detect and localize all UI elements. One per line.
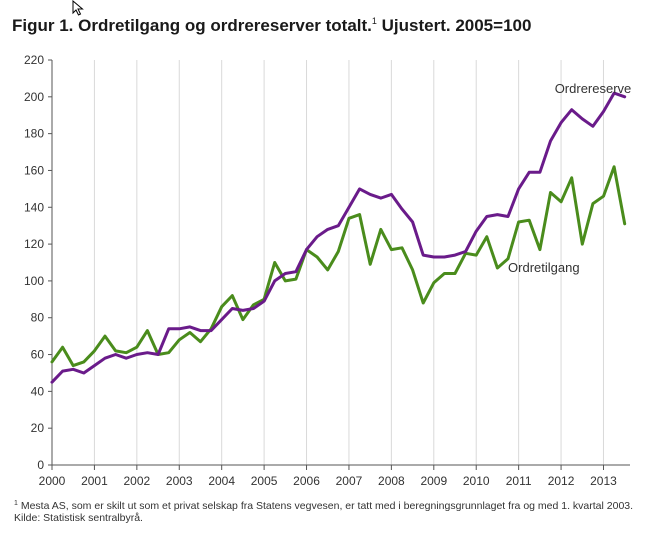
x-tick-label: 2010 [463,474,490,488]
y-tick-label: 120 [24,237,44,251]
series-label-ordretilgang: Ordretilgang [508,260,580,275]
series-label-ordrereserve: Ordrereserve [555,81,632,96]
y-tick-label: 200 [24,90,44,104]
y-tick-label: 20 [31,421,45,435]
x-tick-label: 2001 [81,474,108,488]
y-tick-label: 40 [31,384,45,398]
y-tick-label: 80 [31,311,45,325]
chart-axes [48,59,630,470]
x-tick-label: 2012 [548,474,575,488]
x-tick-label: 2011 [506,474,532,488]
y-tick-label: 180 [24,127,44,141]
series-line-ordrereserve [50,91,627,384]
x-tick-label: 2004 [208,474,235,488]
x-tick-label: 2005 [251,474,278,488]
x-tick-label: 2007 [336,474,363,488]
y-tick-label: 0 [37,458,44,472]
footnote-text: 1 Mesta AS, som er skilt ut som et priva… [14,498,644,512]
x-tick-label: 2013 [590,474,617,488]
x-tick-label: 2000 [39,474,66,488]
line-chart: 2000 2001 2002 2003 2004 2005 2006 2007 2008 2009… [24,53,631,488]
y-tick-label: 220 [24,53,44,67]
chart-grid [93,60,604,465]
y-tick-label: 100 [24,274,44,288]
footnote-body: Mesta AS, som er skilt ut som et privat … [17,500,634,512]
footnote-block: 1 Mesta AS, som er skilt ut som et priva… [14,498,644,524]
chart-labels: 2000 2001 2002 2003 2004 2005 2006 2007 2008 2009… [24,53,631,488]
y-tick-label: 140 [24,200,44,214]
y-tick-label: 60 [31,348,45,362]
series-line-ordretilgang [50,165,627,368]
footnote-marker: 1 [14,500,18,507]
title-rest: Ujustert. 2005=100 [376,16,532,35]
x-tick-label: 2009 [420,474,447,488]
x-tick-label: 2008 [378,474,405,488]
title-main: Figur 1. Ordretilgang og ordrereserver t… [12,16,372,35]
mouse-pointer-icon [72,0,84,16]
title-footnote-marker: 1 [371,16,377,26]
y-tick-label: 160 [24,163,44,177]
chart-title: Figur 1. Ordretilgang og ordrereserver t… [12,16,531,36]
source-note: Kilde: Statistisk sentralbyrå. [14,512,143,524]
x-tick-label: 2006 [293,474,320,488]
chart-series [50,91,627,384]
x-tick-label: 2002 [123,474,150,488]
x-tick-label: 2003 [166,474,193,488]
